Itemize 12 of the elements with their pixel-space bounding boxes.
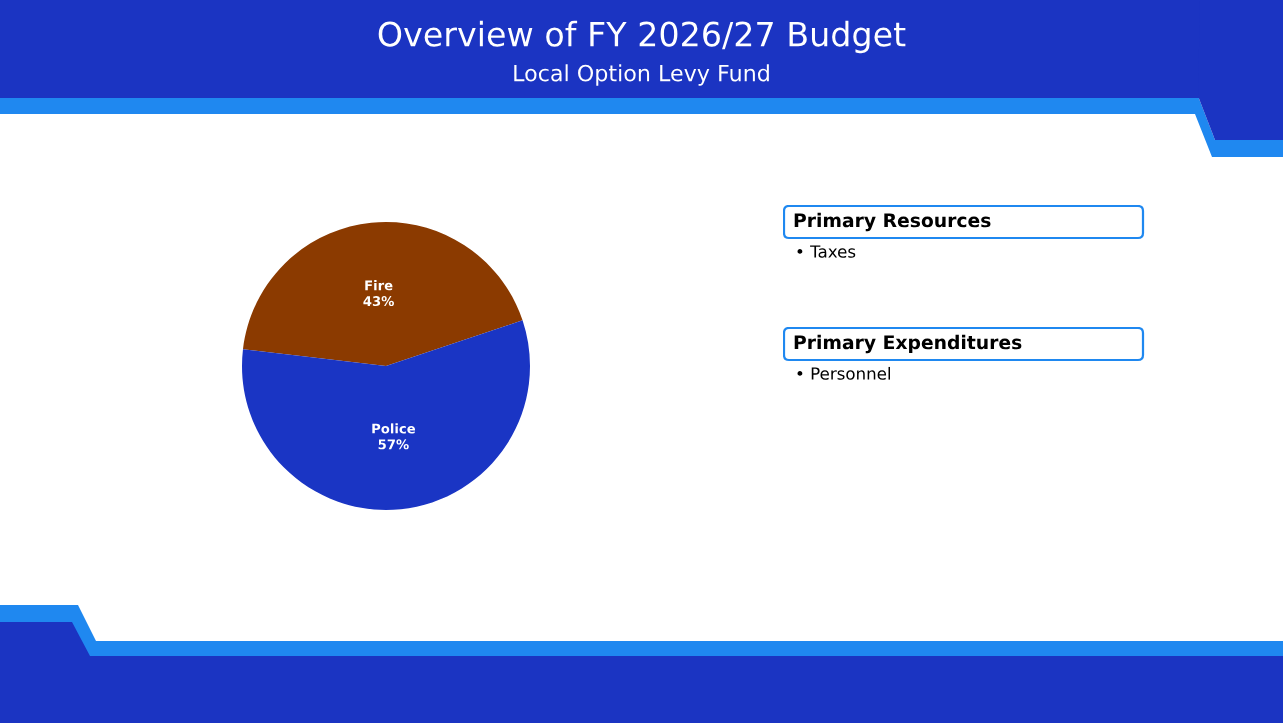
data-label: 43% bbox=[363, 296, 394, 307]
slice-label: Fire bbox=[365, 280, 393, 291]
text: Overview of FY 2026/27 Budget bbox=[378, 20, 906, 54]
data-label: 57% bbox=[378, 439, 409, 450]
text: Primary Expenditures bbox=[794, 334, 1022, 354]
text: • Personnel bbox=[797, 366, 891, 380]
pie-slice bbox=[242, 222, 523, 366]
slice-label: Police bbox=[372, 423, 416, 434]
text: Primary Resources bbox=[794, 212, 991, 232]
text: Local Option Levy Fund bbox=[514, 64, 769, 86]
pie-slice bbox=[242, 320, 530, 510]
text: • Taxes bbox=[797, 245, 856, 258]
